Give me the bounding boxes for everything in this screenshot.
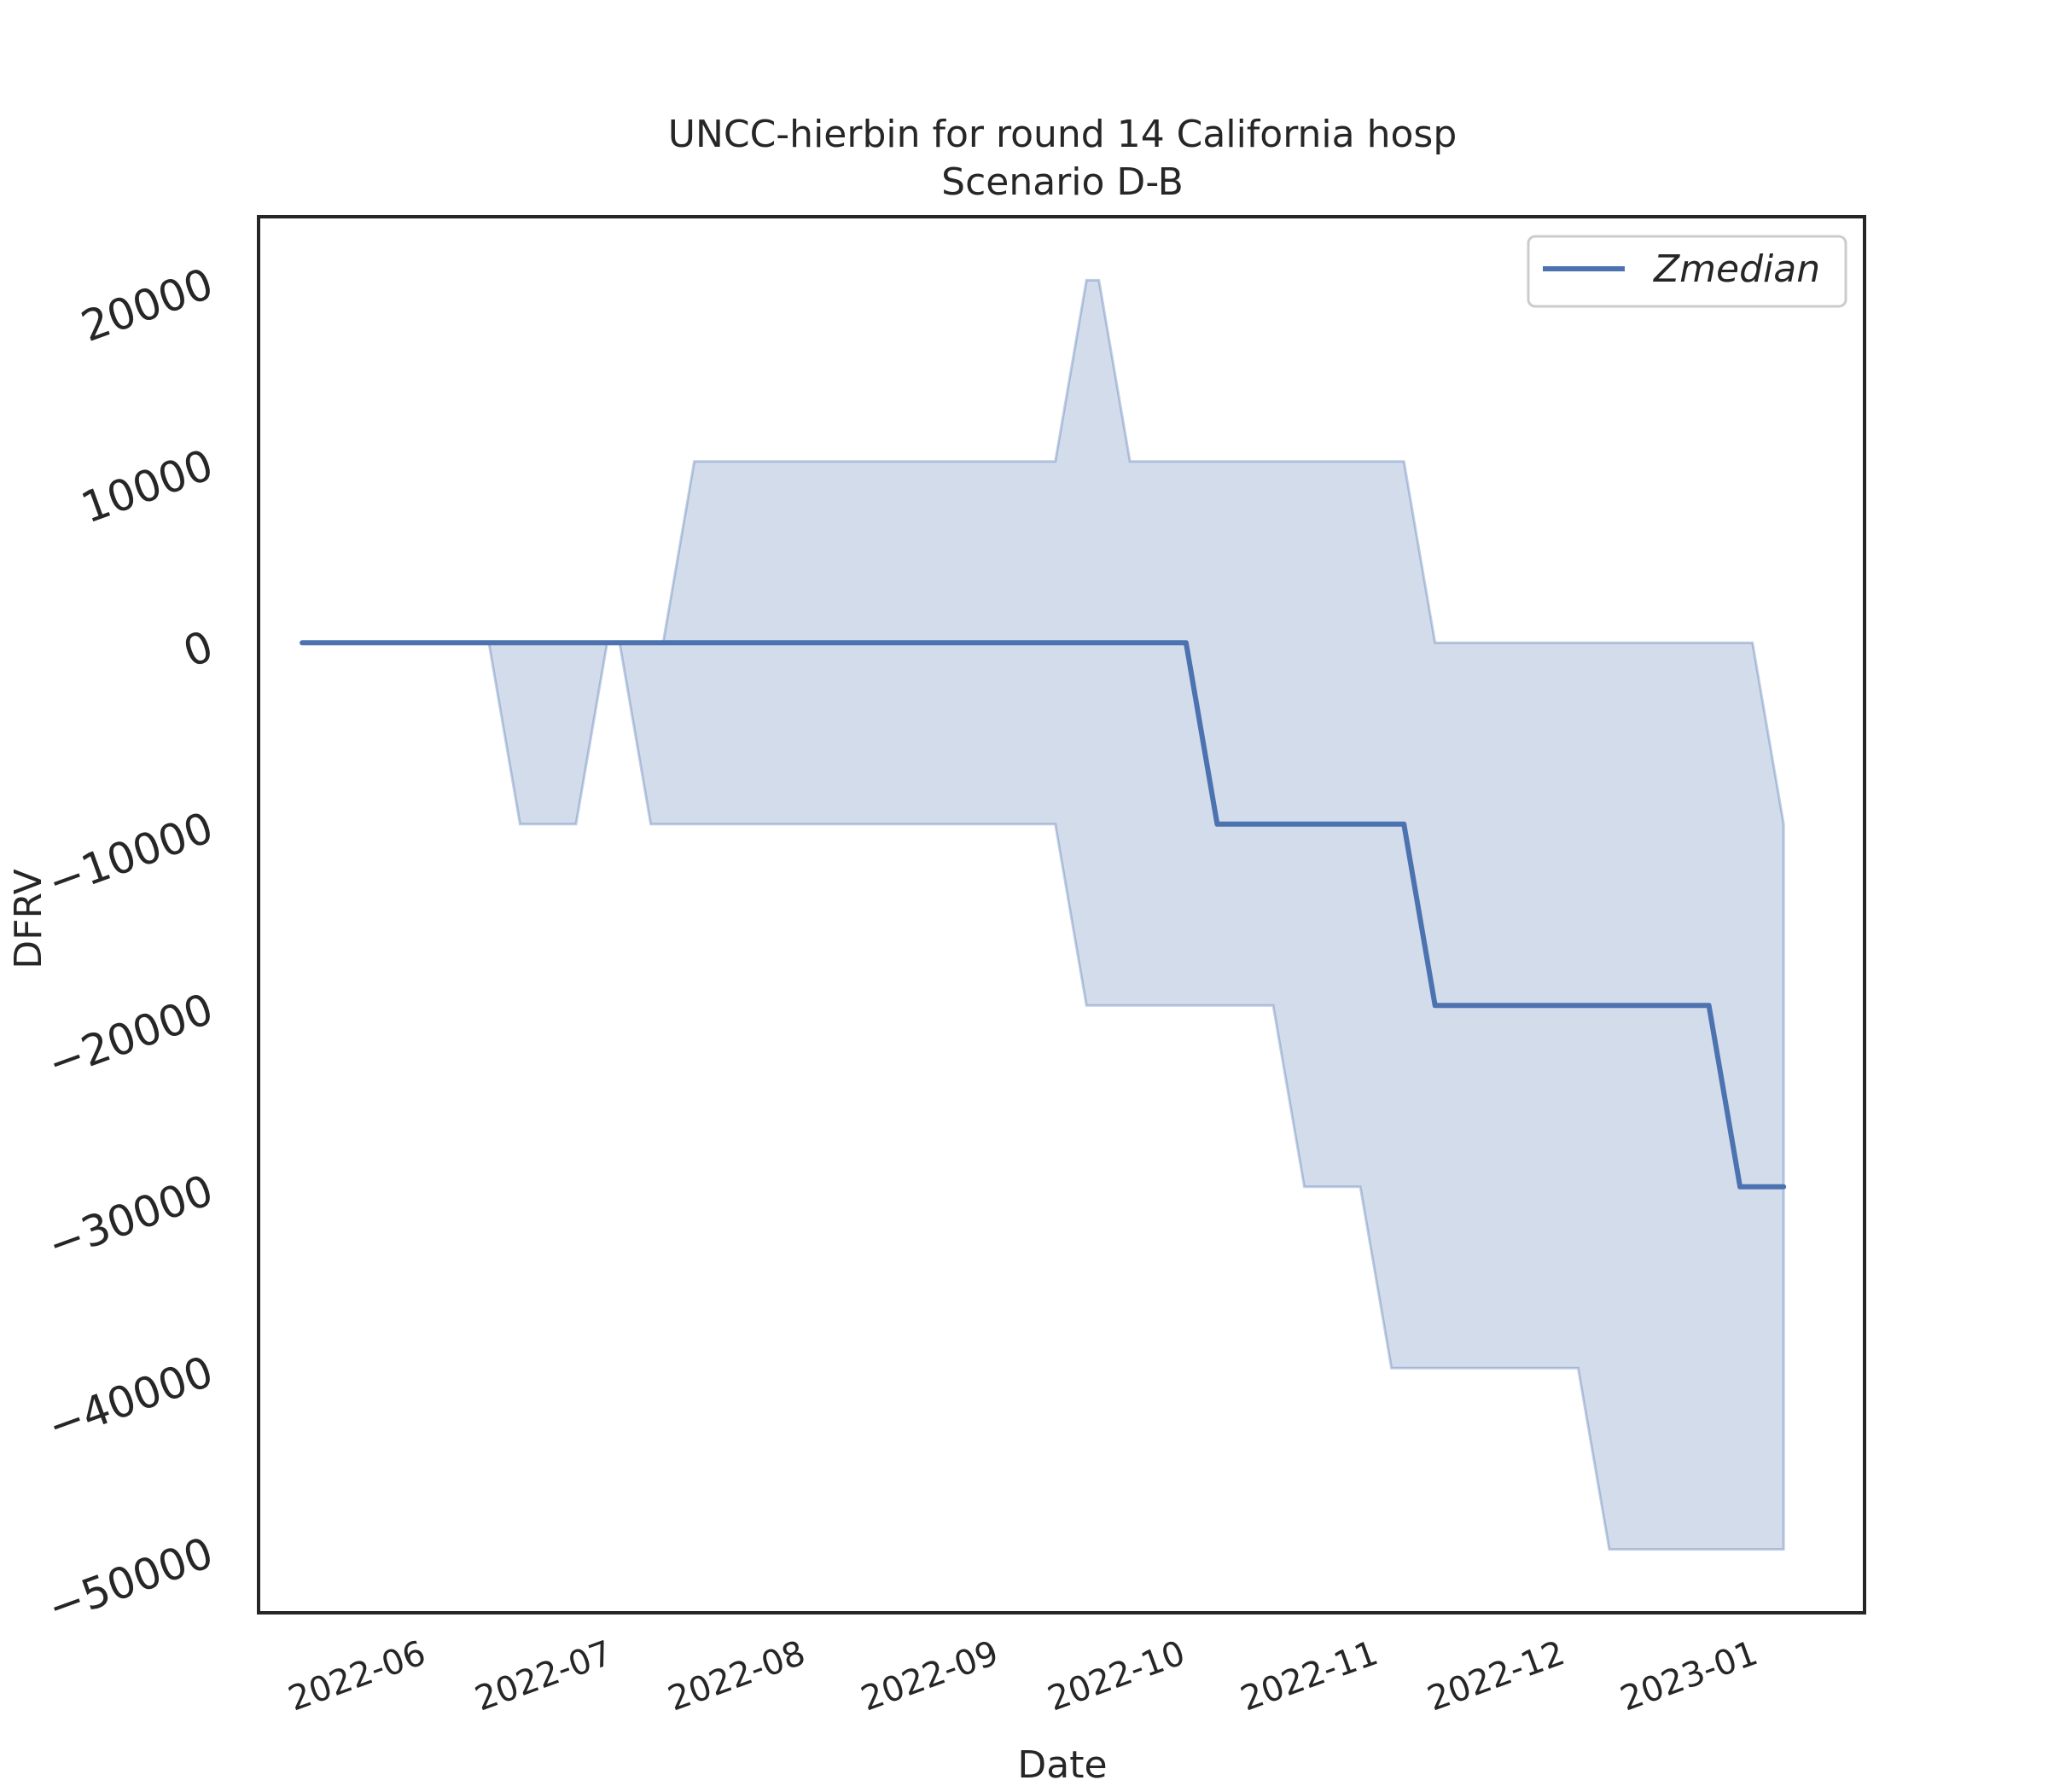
legend: Zmedian [1527, 235, 1847, 308]
chart-subtitle: Scenario D-B [941, 160, 1184, 204]
y-axis-label: DFRV [7, 869, 50, 969]
legend-box [1527, 235, 1847, 308]
chart-title: UNCC-hierbin for round 14 California hos… [668, 113, 1457, 156]
median-line-layer [300, 640, 1787, 1190]
confidence-band [302, 278, 1785, 1551]
confidence-band-layer [302, 278, 1785, 1551]
x-axis-label: Date [1017, 1743, 1107, 1787]
series-line-zmedian [300, 640, 1787, 1190]
plot-frame [257, 215, 1866, 1615]
legend-label-zmedian: Zmedian [1653, 247, 1820, 291]
